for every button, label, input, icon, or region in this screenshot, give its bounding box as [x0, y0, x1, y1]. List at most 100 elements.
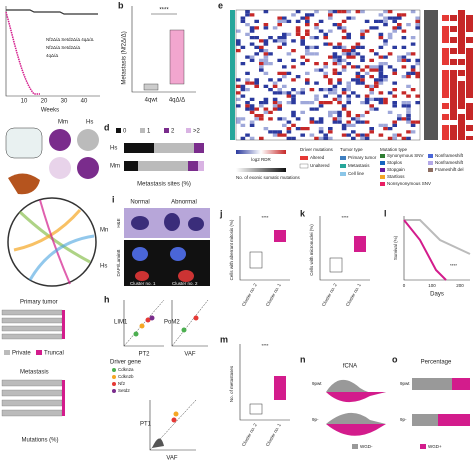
- shape: [299, 163, 309, 169]
- heatmap-cell: [369, 97, 374, 101]
- axis-label: Mutations (%): [21, 438, 58, 444]
- heatmap-cell: [332, 45, 338, 49]
- label: Hs: [86, 120, 93, 126]
- heatmap-cell: [374, 97, 379, 101]
- panel-l: l Survival (%) **** 0 100 200 Days: [384, 208, 471, 298]
- sample-label: LIM1: [114, 320, 128, 326]
- heatmap-cell: [392, 123, 397, 127]
- heatmap-cell: [263, 110, 269, 114]
- heatmap-cell: [245, 88, 250, 92]
- heatmap-cell: [318, 136, 324, 140]
- driver-cell: [442, 98, 449, 103]
- heatmap-cell: [332, 91, 338, 95]
- heatmap-cell: [346, 10, 351, 14]
- heatmap-cell: [332, 110, 338, 114]
- heatmap-cell: [240, 19, 246, 23]
- heatmap-cell: [346, 32, 351, 36]
- heatmap-cell: [360, 101, 365, 105]
- heatmap-cell: [272, 107, 278, 111]
- heatmap-cell: [392, 81, 397, 85]
- legend-label: 4qΔ/Δ: [46, 53, 58, 58]
- heatmap-cell: [341, 88, 347, 92]
- heatmap-cell: [249, 13, 255, 17]
- heatmap-cell: [236, 84, 241, 88]
- heatmap-cell: [263, 42, 269, 46]
- heatmap-cell: [392, 101, 397, 105]
- heatmap-cell: [415, 58, 420, 62]
- heatmap-cell: [240, 62, 246, 66]
- heatmap-cell: [245, 10, 250, 14]
- heatmap-cell: [314, 81, 319, 85]
- heatmap-cell: [291, 94, 296, 98]
- heatmap-cell: [309, 45, 315, 49]
- heatmap-cell: [360, 55, 365, 59]
- heatmap-cell: [341, 10, 347, 14]
- driver-cell: [450, 10, 457, 15]
- heatmap-cell: [351, 65, 356, 69]
- heatmap-cell: [268, 130, 273, 134]
- shape: [420, 444, 426, 449]
- heatmap-cell: [286, 101, 292, 105]
- heatmap-cell: [314, 36, 319, 40]
- shape: [236, 168, 286, 172]
- heatmap-cell: [249, 110, 255, 114]
- heatmap-cell: [346, 120, 351, 124]
- column-label: Abnormal: [171, 200, 197, 206]
- heatmap-cell: [259, 101, 264, 105]
- panel-letter: e: [218, 0, 223, 10]
- heatmap-cell: [249, 29, 255, 33]
- panel-h: h LIM1 PoM2 PT2 VAF Driver gene Cdkn2a C…: [104, 294, 209, 462]
- heatmap-cell: [401, 104, 407, 108]
- shape: [1, 389, 63, 397]
- heatmap-cell: [346, 81, 351, 85]
- driver-cell: [442, 65, 449, 70]
- shape: [412, 378, 452, 390]
- shape: [403, 216, 470, 281]
- heatmap-cell: [346, 62, 351, 66]
- heatmap-cell: [305, 127, 310, 131]
- heatmap-cell: [291, 39, 296, 43]
- heatmap-cell: [249, 81, 255, 85]
- shape: [123, 299, 165, 347]
- panel-m: m No. of metastases **** Cluster no. 2 C…: [220, 334, 290, 447]
- heatmap-cell: [263, 101, 269, 105]
- driver-cell: [442, 120, 449, 125]
- heatmap-cell: [305, 58, 310, 62]
- panel-letter: n: [300, 354, 306, 364]
- driver-cell: [442, 43, 449, 48]
- heatmap-cell: [392, 19, 397, 23]
- heatmap-cell: [383, 101, 388, 105]
- heatmap-cell: [392, 133, 397, 137]
- heatmap-cell: [286, 71, 292, 75]
- shape: [62, 310, 65, 339]
- heatmap-cell: [240, 16, 246, 20]
- shape: [193, 315, 199, 321]
- heatmap-cell: [355, 71, 361, 75]
- sample-label: PT1: [140, 422, 152, 428]
- heatmap-cell: [397, 55, 402, 59]
- shape: [1, 409, 63, 417]
- heatmap-cell: [374, 81, 379, 85]
- heatmap-cell: [337, 110, 342, 114]
- heatmap-cell: [332, 97, 338, 101]
- legend-label: log2 RDR: [251, 157, 271, 162]
- heatmap-cell: [410, 71, 416, 75]
- driver-cell: [442, 10, 449, 15]
- legend-label: Cell line: [348, 171, 365, 176]
- heatmap-cell: [392, 136, 397, 140]
- heatmap-cell: [305, 29, 310, 33]
- heatmap-cell: [346, 52, 351, 56]
- heatmap-cell: [282, 84, 287, 88]
- heatmap-cell: [240, 94, 246, 98]
- heatmap-cell: [328, 130, 333, 134]
- heatmap-cell: [236, 42, 241, 46]
- shape: [178, 270, 194, 282]
- driver-cell: [466, 43, 473, 48]
- legend-label: WGD-: [360, 444, 373, 449]
- axis-label: Metastasis sites (%): [137, 182, 191, 188]
- heatmap-cell: [406, 110, 411, 114]
- heatmap-cell: [314, 120, 319, 124]
- shape: [274, 376, 286, 400]
- heatmap-cell: [364, 133, 370, 137]
- heatmap-cell: [337, 117, 342, 121]
